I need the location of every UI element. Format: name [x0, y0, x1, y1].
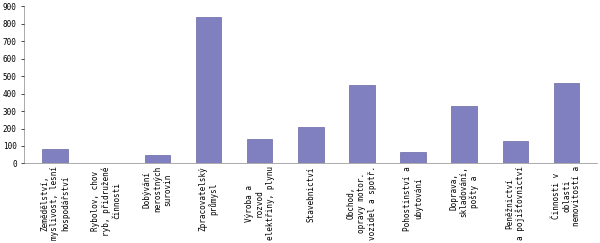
Bar — [349, 85, 375, 164]
Bar — [298, 127, 323, 164]
Bar — [554, 83, 580, 164]
Bar — [451, 106, 477, 164]
Bar — [196, 17, 221, 164]
Bar — [503, 141, 528, 164]
Bar — [400, 152, 426, 164]
Bar — [247, 139, 272, 164]
Bar — [145, 155, 170, 164]
Bar — [42, 149, 68, 164]
